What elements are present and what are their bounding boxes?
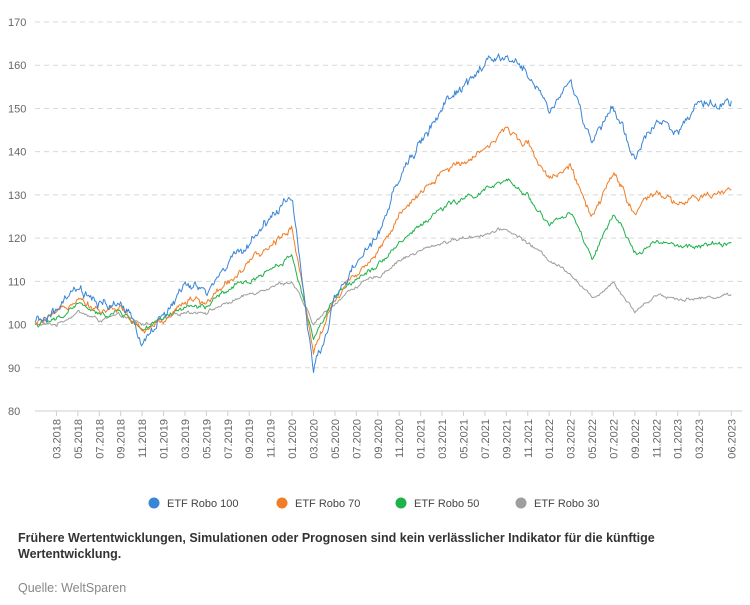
x-tick-label: 09.2020 — [373, 419, 385, 459]
y-tick-label: 120 — [8, 233, 26, 245]
x-tick-label: 07.2018 — [94, 419, 106, 459]
disclaimer-text: Frühere Wertentwicklungen, Simulationen … — [18, 531, 655, 561]
x-tick-label: 03.2019 — [180, 419, 192, 459]
y-tick-label: 100 — [8, 320, 26, 332]
legend-label: ETF Robo 50 — [414, 498, 479, 510]
y-tick-label: 80 — [8, 406, 20, 418]
x-tick-label: 11.2018 — [137, 419, 149, 458]
x-tick-label: 01.2020 — [287, 419, 299, 459]
x-tick-label: 11.2020 — [394, 419, 406, 458]
x-tick-label: 09.2018 — [116, 419, 128, 459]
legend-label: ETF Robo 30 — [534, 498, 599, 510]
y-tick-label: 140 — [8, 147, 26, 159]
series-line-etf-robo-100 — [34, 53, 732, 373]
series-lines — [34, 53, 732, 373]
x-tick-label: 05.2019 — [201, 419, 213, 459]
x-tick-label: 07.2019 — [223, 419, 235, 459]
y-tick-label: 160 — [8, 60, 26, 72]
series-line-etf-robo-70 — [34, 126, 732, 355]
y-tick-label: 130 — [8, 190, 26, 202]
x-tick-label: 03.2022 — [566, 419, 578, 459]
x-tick-label: 05.2022 — [587, 419, 599, 459]
source-text: Quelle: WeltSparen — [18, 581, 127, 595]
x-tick-label: 01.2023 — [673, 419, 685, 459]
x-tick-label: 01.2019 — [159, 419, 171, 459]
x-tick-label: 03.2023 — [694, 419, 706, 459]
y-tick-label: 150 — [8, 103, 26, 115]
x-tick-label: 03.2018 — [51, 419, 63, 459]
x-tick-label: 09.2021 — [501, 419, 513, 459]
x-tick-label: 06.2023 — [726, 419, 738, 459]
line-chart: 80 90 100 110 120 130 140 150 160 170 03.2018 05.2… — [8, 17, 742, 510]
x-tick-label: 11.2021 — [523, 419, 535, 458]
legend-label: ETF Robo 100 — [167, 498, 239, 510]
y-tick-label: 170 — [8, 17, 26, 29]
x-tick-label: 11.2019 — [266, 419, 278, 458]
x-tick-label: 07.2022 — [608, 419, 620, 459]
gridlines — [35, 21, 742, 412]
y-axis-ticks: 80 90 100 110 120 130 140 150 160 170 — [8, 17, 26, 418]
legend-marker — [395, 497, 407, 509]
x-tick-label: 03.2020 — [309, 419, 321, 459]
legend-label: ETF Robo 70 — [295, 498, 360, 510]
series-line-etf-robo-50 — [34, 178, 732, 340]
x-tick-label: 05.2018 — [73, 419, 85, 459]
x-tick-label: 03.2021 — [437, 419, 449, 459]
x-tick-label: 01.2021 — [416, 419, 428, 459]
y-tick-label: 90 — [8, 363, 20, 375]
x-tick-label: 11.2022 — [651, 419, 663, 458]
x-tick-label: 07.2021 — [480, 419, 492, 459]
x-tick-label: 09.2019 — [244, 419, 256, 459]
legend-marker — [148, 497, 160, 509]
y-tick-label: 110 — [8, 276, 26, 288]
legend: ETF Robo 100 ETF Robo 70 ETF Robo 50 ETF Ro… — [148, 497, 599, 510]
x-tick-label: 01.2022 — [544, 419, 556, 459]
x-tick-label: 05.2020 — [330, 419, 342, 459]
x-tick-label: 07.2020 — [351, 419, 363, 459]
legend-marker — [515, 497, 527, 509]
x-axis-ticks: 03.2018 05.2018 07.2018 09.2018 11.2018 01.20… — [51, 411, 738, 459]
x-tick-label: 09.2022 — [630, 419, 642, 459]
legend-marker — [276, 497, 288, 509]
x-tick-label: 05.2021 — [458, 419, 470, 459]
